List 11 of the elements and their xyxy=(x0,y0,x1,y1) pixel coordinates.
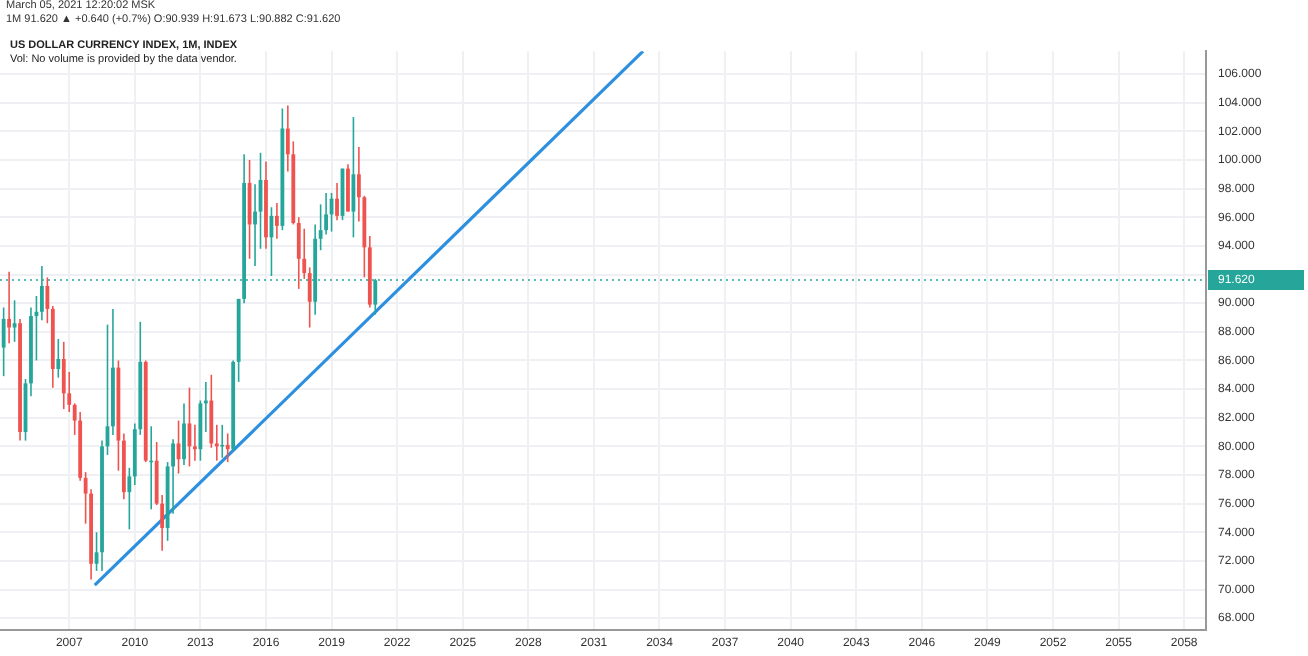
candlestick xyxy=(7,270,12,345)
candlestick xyxy=(346,163,350,213)
candlestick xyxy=(225,432,230,463)
candlestick xyxy=(182,402,186,466)
candlestick xyxy=(12,299,17,343)
candlestick xyxy=(220,424,225,459)
candlestick xyxy=(274,202,279,240)
candlestick xyxy=(1,306,6,377)
candlestick xyxy=(56,338,61,379)
candlestick xyxy=(61,341,66,410)
candlestick xyxy=(335,182,339,221)
